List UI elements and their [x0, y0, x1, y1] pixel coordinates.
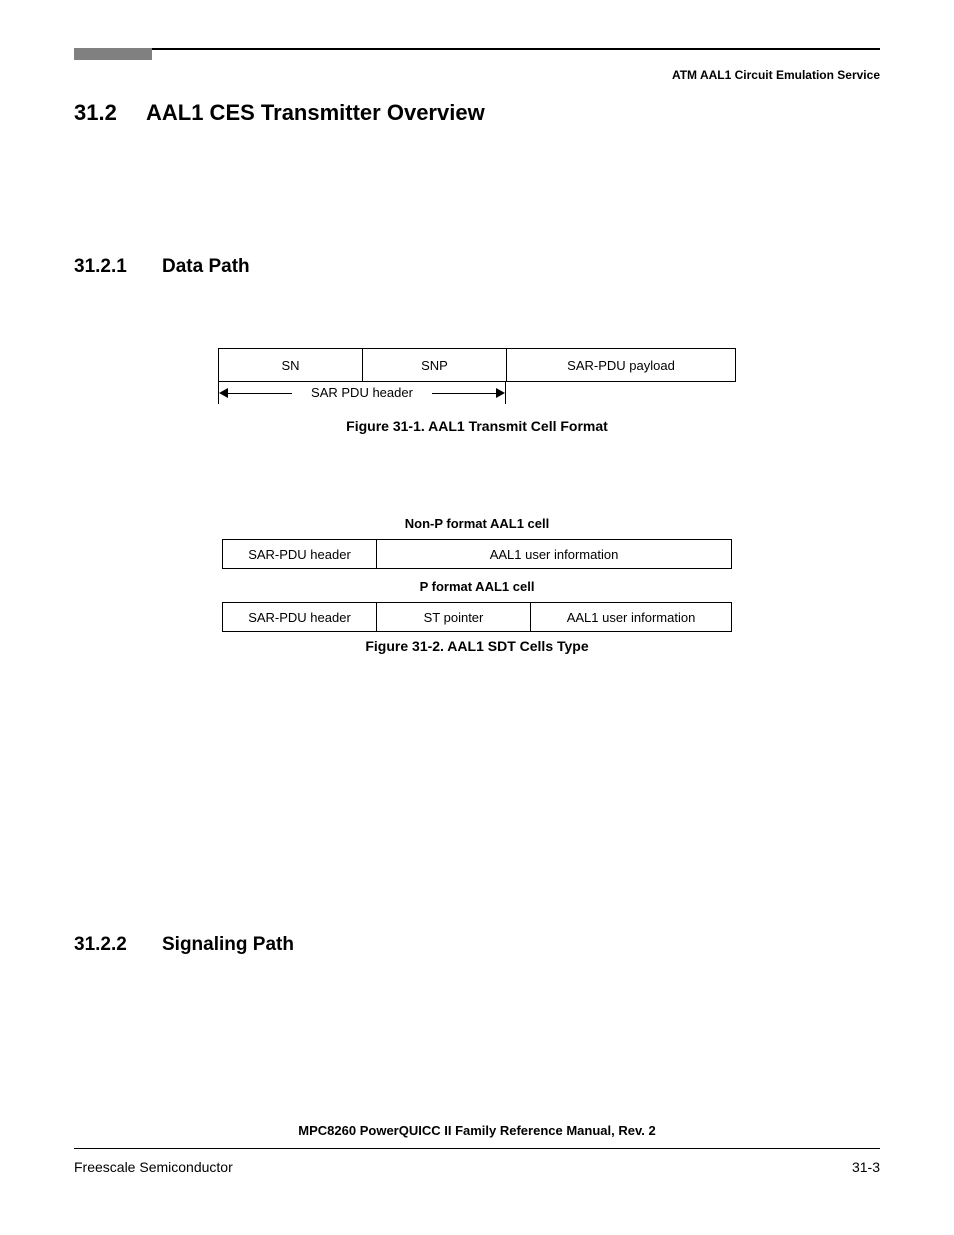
page-footer: MPC8260 PowerQUICC II Family Reference M…: [74, 1123, 880, 1175]
figure-cell-snp: SNP: [363, 349, 507, 381]
figure-31-2-nonp-title: Non-P format AAL1 cell: [222, 516, 732, 531]
figure-31-1-span-arrow: SAR PDU header: [218, 382, 506, 412]
header-rule: [74, 48, 880, 60]
section-title: AAL1 CES Transmitter Overview: [146, 100, 485, 125]
arrow-label: SAR PDU header: [218, 385, 506, 400]
figure-31-1-caption: Figure 31-1. AAL1 Transmit Cell Format: [218, 418, 736, 434]
footer-page-number: 31-3: [852, 1159, 880, 1175]
section-number: 31.2.2: [74, 934, 162, 956]
figure-cell-payload: SAR-PDU payload: [507, 349, 735, 381]
section-heading-31-2: 31.2AAL1 CES Transmitter Overview: [74, 100, 880, 126]
figure-cell-p-stpointer: ST pointer: [377, 603, 531, 631]
figure-31-1-row: SN SNP SAR-PDU payload: [218, 348, 736, 382]
section-title: Data Path: [162, 256, 250, 277]
figure-cell-nonp-userinfo: AAL1 user information: [377, 540, 731, 568]
section-heading-31-2-2: 31.2.2Signaling Path: [74, 934, 880, 956]
figure-31-2: Non-P format AAL1 cell SAR-PDU header AA…: [222, 516, 732, 654]
figure-31-2-p-title: P format AAL1 cell: [222, 579, 732, 594]
figure-31-1: SN SNP SAR-PDU payload SAR PDU header Fi…: [218, 348, 736, 434]
header-rule-line: [152, 48, 880, 50]
figure-cell-sn: SN: [219, 349, 363, 381]
figure-cell-p-header: SAR-PDU header: [223, 603, 377, 631]
figure-31-2-p-row: SAR-PDU header ST pointer AAL1 user info…: [222, 602, 732, 632]
section-number: 31.2.1: [74, 256, 162, 278]
figure-31-2-nonp-row: SAR-PDU header AAL1 user information: [222, 539, 732, 569]
footer-left: Freescale Semiconductor: [74, 1159, 233, 1175]
section-number: 31.2: [74, 100, 146, 126]
section-heading-31-2-1: 31.2.1Data Path: [74, 256, 880, 278]
footer-manual-title: MPC8260 PowerQUICC II Family Reference M…: [74, 1123, 880, 1138]
figure-31-2-caption: Figure 31-2. AAL1 SDT Cells Type: [222, 638, 732, 654]
section-title: Signaling Path: [162, 934, 294, 955]
figure-cell-p-userinfo: AAL1 user information: [531, 603, 731, 631]
header-rule-grey-block: [74, 48, 152, 60]
figure-cell-nonp-header: SAR-PDU header: [223, 540, 377, 568]
running-header: ATM AAL1 Circuit Emulation Service: [74, 68, 880, 82]
footer-rule: [74, 1148, 880, 1149]
